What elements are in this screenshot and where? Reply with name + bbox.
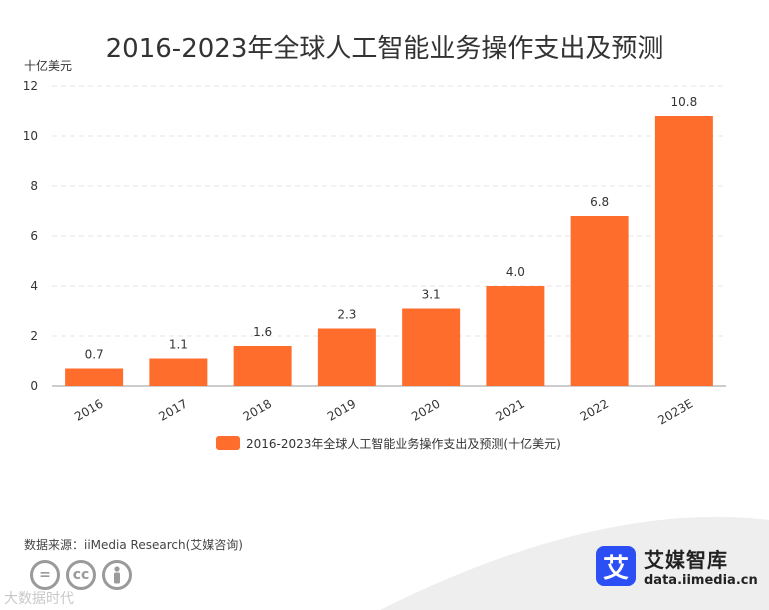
x-tick-label: 2022 xyxy=(578,396,611,423)
data-label: 2.3 xyxy=(337,308,356,322)
y-tick-label: 6 xyxy=(30,229,38,243)
bar xyxy=(486,286,545,386)
watermark: 大数据时代 xyxy=(4,591,74,607)
brand-url: data.iimedia.cn xyxy=(644,573,758,588)
x-tick-label: 2021 xyxy=(493,396,526,423)
brand-logo-icon: 艾 xyxy=(596,546,636,586)
x-tick-label: 2016 xyxy=(72,396,105,423)
legend-swatch xyxy=(216,436,240,450)
chart-legend[interactable]: 2016-2023年全球人工智能业务操作支出及预测(十亿美元) xyxy=(216,434,561,452)
x-tick-label: 2017 xyxy=(156,396,189,423)
bar xyxy=(402,308,461,386)
data-label: 3.1 xyxy=(422,288,441,302)
bar-chart: 0 2 4 6 8 10 12 0.7 2016 1.1 2017 1.6 2018 2.3 2019 3.1… xyxy=(23,79,726,428)
y-axis-unit-label: 十亿美元 xyxy=(24,59,73,73)
y-tick-label: 12 xyxy=(23,79,38,93)
x-tick-label: 2023E xyxy=(655,396,695,427)
data-label: 1.1 xyxy=(169,338,188,352)
y-tick-label: 4 xyxy=(30,279,38,293)
x-tick-label: 2019 xyxy=(325,396,358,423)
source-text: 数据来源：iiMedia Research(艾媒咨询) xyxy=(24,538,243,552)
y-tick-label: 0 xyxy=(30,379,38,393)
bar xyxy=(317,328,376,386)
chart-title: 2016-2023年全球人工智能业务操作支出及预测 xyxy=(105,34,664,64)
bar xyxy=(233,346,292,386)
y-tick-label: 8 xyxy=(30,179,38,193)
person-icon xyxy=(102,560,132,590)
data-label: 6.8 xyxy=(590,195,609,209)
bar xyxy=(570,216,629,386)
data-label: 4.0 xyxy=(506,265,525,279)
legend-label: 2016-2023年全球人工智能业务操作支出及预测(十亿美元) xyxy=(246,436,561,451)
x-tick-label: 2018 xyxy=(241,396,274,423)
y-tick-label: 2 xyxy=(30,329,38,343)
data-label: 0.7 xyxy=(85,348,104,362)
bar xyxy=(149,358,208,386)
bar xyxy=(654,116,713,386)
y-tick-label: 10 xyxy=(23,129,38,143)
data-label: 10.8 xyxy=(671,95,698,109)
bar xyxy=(65,368,124,386)
cc-icon: cc xyxy=(66,560,96,590)
equals-icon: = xyxy=(30,560,60,590)
data-label: 1.6 xyxy=(253,325,272,339)
x-tick-label: 2020 xyxy=(409,396,442,423)
brand-block: 艾 艾媒智库 data.iimedia.cn xyxy=(596,544,758,588)
brand-name: 艾媒智库 xyxy=(644,548,728,572)
license-icons: = cc xyxy=(30,560,132,590)
